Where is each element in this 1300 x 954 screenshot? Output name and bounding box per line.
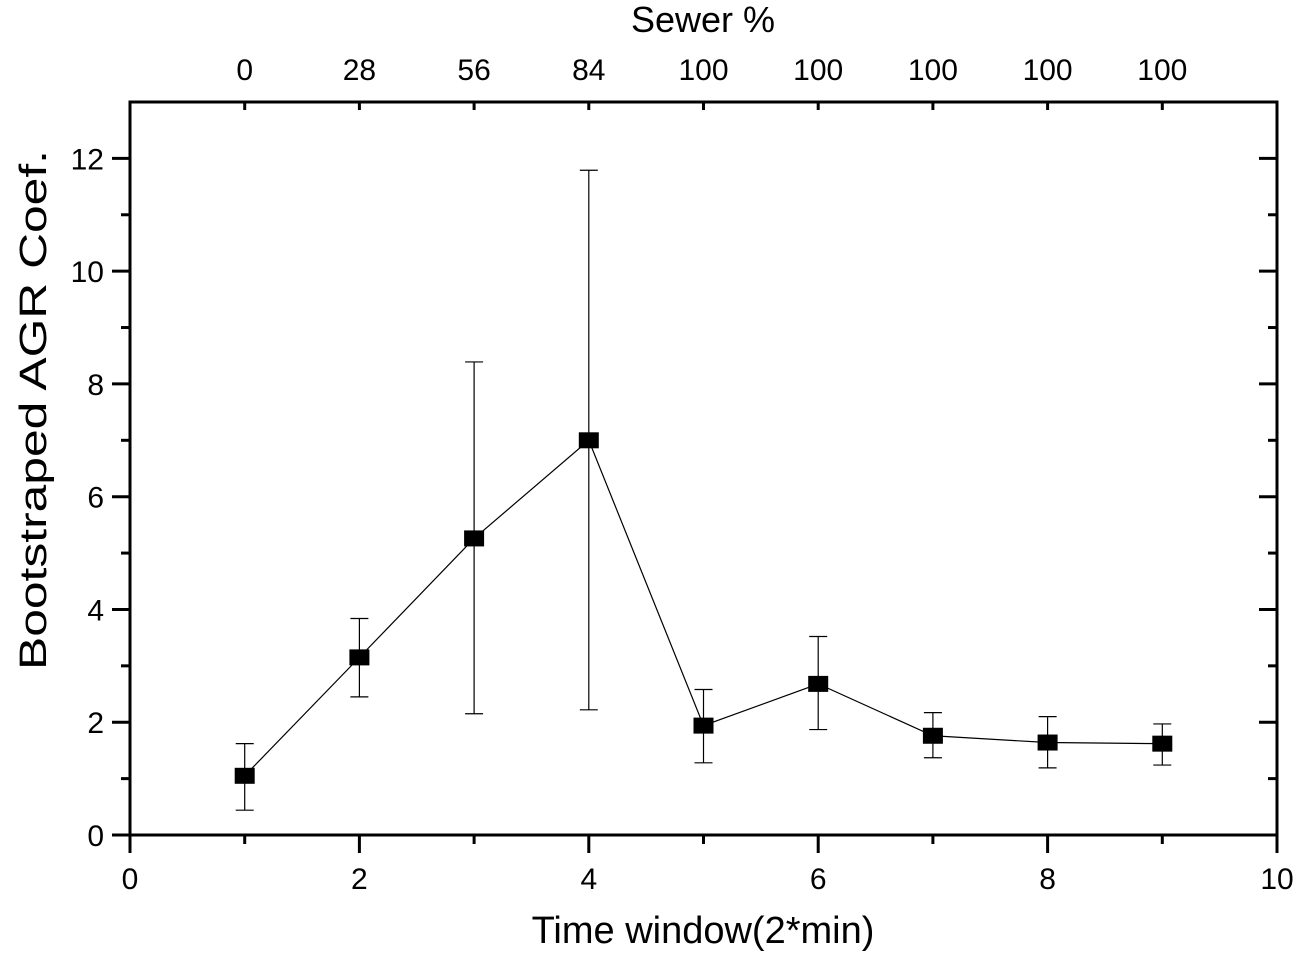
x-tick-label: 6	[810, 863, 827, 896]
x-tick-label: 2	[351, 863, 368, 896]
top-axis-label: Sewer %	[631, 0, 775, 40]
data-point	[1152, 735, 1173, 752]
top-tick-label: 100	[1137, 54, 1187, 87]
y-tick-label: 6	[87, 482, 104, 515]
y-tick-label: 8	[87, 369, 104, 402]
y-axis-label: Bootstraped AGR Coef.	[13, 150, 55, 670]
y-tick-label: 0	[87, 820, 104, 853]
top-tick-label: 100	[908, 54, 958, 87]
data-point	[808, 675, 829, 692]
data-point	[234, 767, 255, 784]
plot-marks	[234, 169, 1173, 811]
data-point	[464, 530, 485, 547]
x-axis-label: Time window(2*min)	[532, 910, 875, 952]
top-tick-label: 100	[678, 54, 728, 87]
top-tick-label: 28	[343, 54, 376, 87]
y-tick-label: 2	[87, 707, 104, 740]
x-tick-label: 10	[1260, 863, 1293, 896]
top-tick-label: 100	[793, 54, 843, 87]
top-tick-label: 100	[1023, 54, 1073, 87]
data-point	[578, 432, 599, 449]
x-tick-label: 8	[1039, 863, 1056, 896]
top-tick-label: 84	[572, 54, 605, 87]
top-tick-label: 56	[457, 54, 490, 87]
data-point	[1037, 734, 1058, 751]
data-point	[349, 649, 370, 666]
y-tick-label: 4	[87, 594, 104, 627]
y-tick-label: 12	[71, 143, 104, 176]
y-tick-label: 10	[71, 256, 104, 289]
top-tick-label: 0	[236, 54, 253, 87]
data-point	[693, 717, 714, 734]
x-tick-label: 0	[122, 863, 139, 896]
data-point	[922, 727, 943, 744]
x-tick-label: 4	[580, 863, 597, 896]
